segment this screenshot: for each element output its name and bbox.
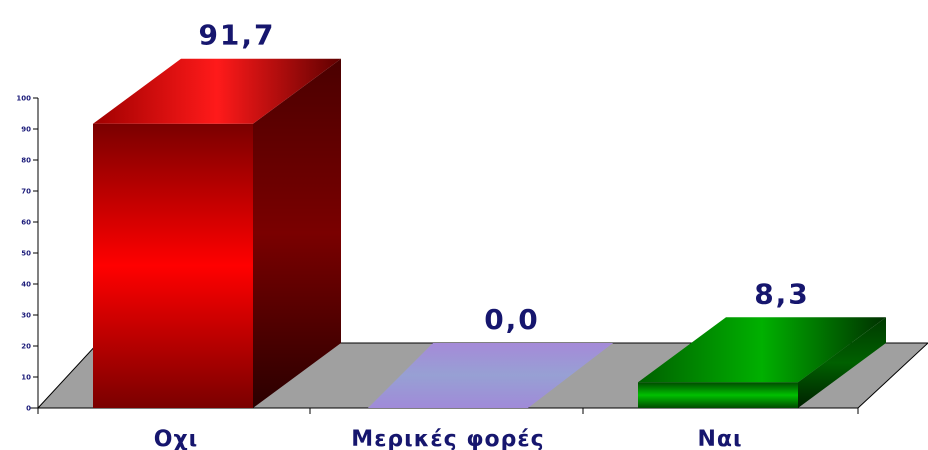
bar-3 [638,317,886,408]
bar-2 [368,343,613,408]
y-tick-label: 80 [21,157,31,165]
category-label: Μερικές φορές [351,427,544,450]
y-tick-label: 90 [21,126,31,134]
y-tick-label: 10 [21,374,31,382]
bar-top [368,343,613,408]
value-label: 8,3 [754,277,810,310]
y-tick-label: 0 [26,405,31,413]
category-label: Ναι [697,427,742,450]
y-tick-label: 30 [21,312,31,320]
bar-side [798,317,886,408]
y-tick-label: 20 [21,343,31,351]
bar-top [93,58,341,124]
value-label: 0,0 [484,303,540,336]
bar-top [638,317,886,383]
bar-side [253,58,341,408]
y-tick-label: 100 [16,95,31,103]
bar-1 [93,58,341,408]
bar-front [638,382,798,408]
y-tick-label: 60 [21,219,31,227]
category-label: Οχι [154,427,198,450]
y-tick-label: 50 [21,250,31,258]
y-tick-label: 40 [21,281,31,289]
y-tick-label: 70 [21,188,31,196]
value-label: 91,7 [198,19,275,52]
bar-front [93,123,253,408]
